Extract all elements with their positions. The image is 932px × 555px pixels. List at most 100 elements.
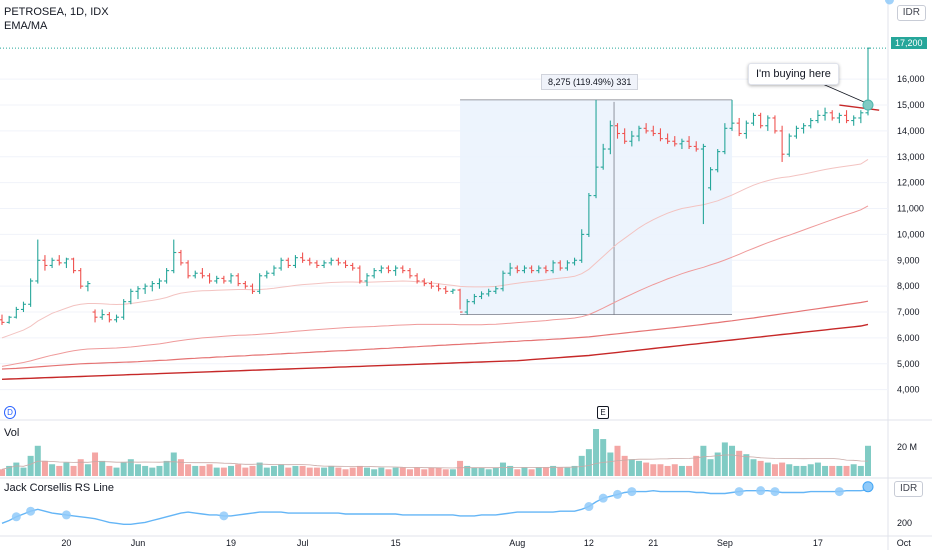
price-bar[interactable]: [400, 265, 406, 274]
price-bar[interactable]: [164, 268, 170, 284]
volume-bar[interactable]: [800, 465, 807, 476]
price-bar[interactable]: [292, 255, 298, 269]
volume-bar[interactable]: [693, 455, 700, 476]
volume-bar[interactable]: [643, 462, 650, 476]
earnings-event-marker[interactable]: E: [597, 406, 609, 419]
price-bar[interactable]: [557, 260, 563, 271]
volume-bar[interactable]: [134, 464, 141, 476]
rs-line[interactable]: [1, 489, 869, 525]
volume-bar[interactable]: [671, 464, 678, 476]
price-bar[interactable]: [328, 257, 334, 266]
price-bar[interactable]: [793, 125, 799, 139]
volume-bar[interactable]: [492, 467, 499, 476]
price-bar[interactable]: [335, 257, 341, 266]
volume-bar[interactable]: [328, 465, 335, 476]
volume-bar[interactable]: [199, 465, 206, 476]
volume-bar[interactable]: [686, 465, 693, 476]
volume-bar[interactable]: [507, 465, 514, 476]
volume-bar[interactable]: [156, 465, 163, 476]
volume-bar[interactable]: [449, 469, 456, 476]
price-bar[interactable]: [572, 257, 578, 266]
volume-bar[interactable]: [6, 465, 13, 476]
price-bar[interactable]: [822, 107, 828, 121]
price-bar[interactable]: [350, 262, 356, 271]
volume-bar[interactable]: [764, 462, 771, 476]
price-bar[interactable]: [314, 260, 320, 269]
volume-bar[interactable]: [829, 465, 836, 476]
volume-bar[interactable]: [163, 460, 170, 476]
price-bar[interactable]: [407, 268, 413, 279]
volume-bar[interactable]: [256, 462, 263, 476]
buy-marker[interactable]: [862, 99, 874, 111]
volume-bar[interactable]: [392, 467, 399, 476]
price-bar[interactable]: [264, 270, 270, 279]
price-bar[interactable]: [786, 133, 792, 157]
price-bar[interactable]: [622, 128, 628, 144]
price-bar[interactable]: [758, 112, 764, 129]
price-bar[interactable]: [815, 110, 821, 124]
volume-bar[interactable]: [170, 452, 177, 477]
volume-bar[interactable]: [127, 459, 134, 476]
price-bar[interactable]: [722, 123, 728, 155]
volume-bar[interactable]: [857, 465, 864, 476]
price-bar[interactable]: [199, 268, 205, 279]
price-bar[interactable]: [586, 193, 592, 237]
volume-bar[interactable]: [757, 460, 764, 476]
volume-bar[interactable]: [356, 465, 363, 476]
volume-bar[interactable]: [0, 469, 5, 476]
price-bar[interactable]: [121, 299, 127, 320]
volume-bar[interactable]: [521, 467, 528, 476]
volume-bar[interactable]: [56, 465, 63, 476]
price-bar[interactable]: [421, 278, 427, 287]
price-bar[interactable]: [63, 257, 69, 269]
volume-bar[interactable]: [707, 459, 714, 476]
price-bar[interactable]: [56, 255, 62, 266]
price-bar[interactable]: [321, 260, 327, 269]
price-bar[interactable]: [428, 280, 434, 289]
price-bar[interactable]: [593, 99, 599, 199]
price-bar[interactable]: [307, 257, 313, 266]
volume-bar[interactable]: [471, 467, 478, 476]
volume-bar[interactable]: [285, 467, 292, 476]
price-bar[interactable]: [364, 273, 370, 287]
volume-bar[interactable]: [600, 439, 607, 476]
volume-bar[interactable]: [550, 465, 557, 476]
price-bar[interactable]: [393, 265, 399, 276]
volume-bar[interactable]: [249, 465, 256, 476]
price-bar[interactable]: [221, 275, 227, 284]
volume-bar[interactable]: [299, 465, 306, 476]
price-bar[interactable]: [207, 273, 213, 284]
price-bar[interactable]: [285, 257, 291, 269]
price-bar[interactable]: [443, 286, 449, 294]
volume-bar[interactable]: [850, 464, 857, 476]
volume-bar[interactable]: [306, 467, 313, 476]
price-bar[interactable]: [851, 115, 857, 126]
price-bar[interactable]: [479, 291, 485, 300]
volume-bar[interactable]: [743, 454, 750, 476]
price-bar[interactable]: [765, 115, 771, 131]
price-bar[interactable]: [600, 143, 606, 170]
volume-bar[interactable]: [793, 465, 800, 476]
price-bar[interactable]: [500, 270, 506, 292]
price-bar[interactable]: [521, 265, 527, 274]
price-bar[interactable]: [192, 270, 198, 279]
rs-pane-label[interactable]: Jack Corsellis RS Line: [4, 482, 115, 494]
price-bar[interactable]: [536, 265, 542, 274]
price-bar[interactable]: [808, 117, 814, 129]
volume-bar[interactable]: [13, 462, 20, 476]
volume-bar[interactable]: [406, 469, 413, 476]
volume-bar[interactable]: [807, 464, 814, 476]
volume-bar[interactable]: [822, 465, 829, 476]
price-bar[interactable]: [543, 265, 549, 274]
volume-bar[interactable]: [771, 464, 778, 476]
price-bar[interactable]: [686, 136, 692, 150]
price-bar[interactable]: [750, 112, 756, 126]
volume-bar[interactable]: [220, 467, 227, 476]
price-bar[interactable]: [607, 120, 613, 155]
volume-bar[interactable]: [49, 464, 56, 476]
volume-bar[interactable]: [657, 464, 664, 476]
price-bar[interactable]: [85, 280, 91, 292]
volume-bar[interactable]: [485, 469, 492, 476]
